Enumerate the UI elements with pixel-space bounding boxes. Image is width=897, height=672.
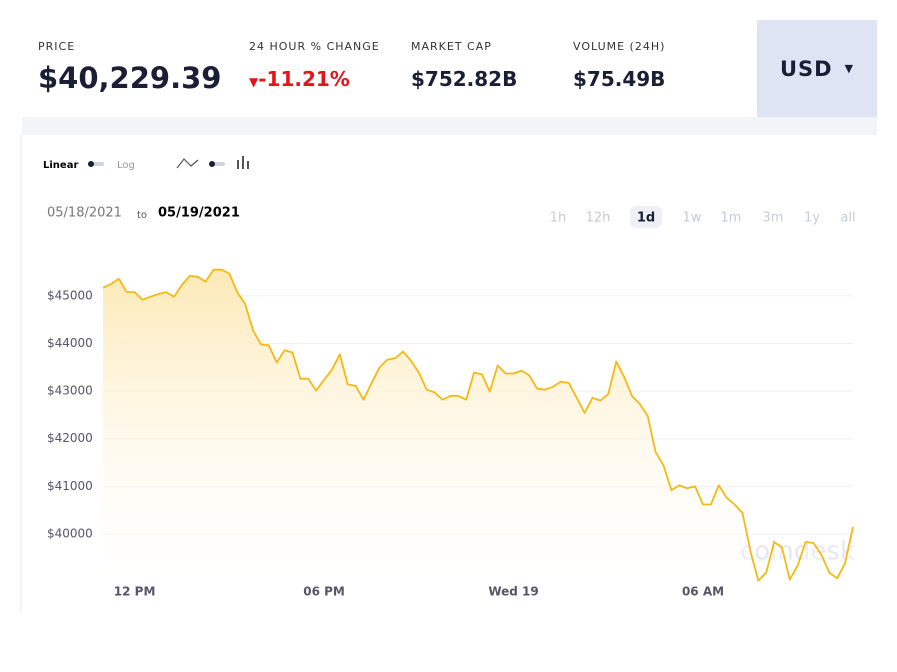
range-button[interactable]: 1h xyxy=(550,211,567,226)
divider-band xyxy=(22,117,877,135)
y-tick-label: $41000 xyxy=(47,479,93,493)
range-button[interactable]: 1w xyxy=(683,211,702,226)
bar-icon[interactable] xyxy=(237,156,249,169)
y-tick-label: $42000 xyxy=(47,431,93,445)
stat-label: VOLUME (24H) xyxy=(573,40,666,53)
range-button[interactable]: 1m xyxy=(721,211,742,226)
stat-value-row: ▼-11.21% xyxy=(249,67,350,91)
date-to[interactable]: 05/19/2021 xyxy=(158,206,240,221)
area xyxy=(103,269,853,584)
stat-value: $752.82B xyxy=(411,67,518,91)
range-button[interactable]: all xyxy=(840,211,855,226)
date-from[interactable]: 05/18/2021 xyxy=(47,206,122,221)
range-button[interactable]: 3m xyxy=(763,211,784,226)
y-tick-label: $44000 xyxy=(47,336,93,350)
y-tick-label: $43000 xyxy=(47,384,93,398)
currency: USD xyxy=(779,56,833,81)
stat-value: -11.21% xyxy=(258,67,350,91)
stat-label: MARKET CAP xyxy=(411,40,492,53)
x-tick-label: 12 PM xyxy=(114,585,156,599)
scale-option[interactable]: Linear xyxy=(43,160,78,171)
stat-label: 24 HOUR % CHANGE xyxy=(249,40,380,53)
range-button[interactable]: 1y xyxy=(804,211,820,226)
line-icon[interactable] xyxy=(176,158,199,169)
stat-value: $40,229.39 xyxy=(38,61,222,95)
x-tick-label: 06 AM xyxy=(682,585,724,599)
scale-toggle[interactable] xyxy=(88,161,104,167)
range-active-bg xyxy=(630,206,662,228)
stat: MARKET CAP $752.82B xyxy=(411,40,517,91)
watermark: coindesk xyxy=(740,537,855,567)
x-tick-label: 06 PM xyxy=(303,585,345,599)
x-tick-label: Wed 19 xyxy=(488,585,538,599)
range-button[interactable]: 12h xyxy=(586,211,611,226)
range-button[interactable]: 1d xyxy=(637,211,655,226)
y-tick-label: $40000 xyxy=(47,526,93,540)
y-tick-label: $45000 xyxy=(47,288,93,302)
type-toggle[interactable] xyxy=(209,161,225,167)
stat-value: $75.49B xyxy=(573,67,666,91)
stat-label: PRICE xyxy=(38,40,76,53)
stat: PRICE $40,229.39 xyxy=(38,40,221,95)
date-separator: to xyxy=(137,210,147,221)
currency-select[interactable]: USD ▼ xyxy=(757,20,877,117)
price-line xyxy=(102,268,854,582)
stat: 24 HOUR % CHANGE ▼-11.21% xyxy=(249,40,380,91)
stat: VOLUME (24H) $75.49B xyxy=(573,40,665,91)
scale-option[interactable]: Log xyxy=(117,160,135,171)
